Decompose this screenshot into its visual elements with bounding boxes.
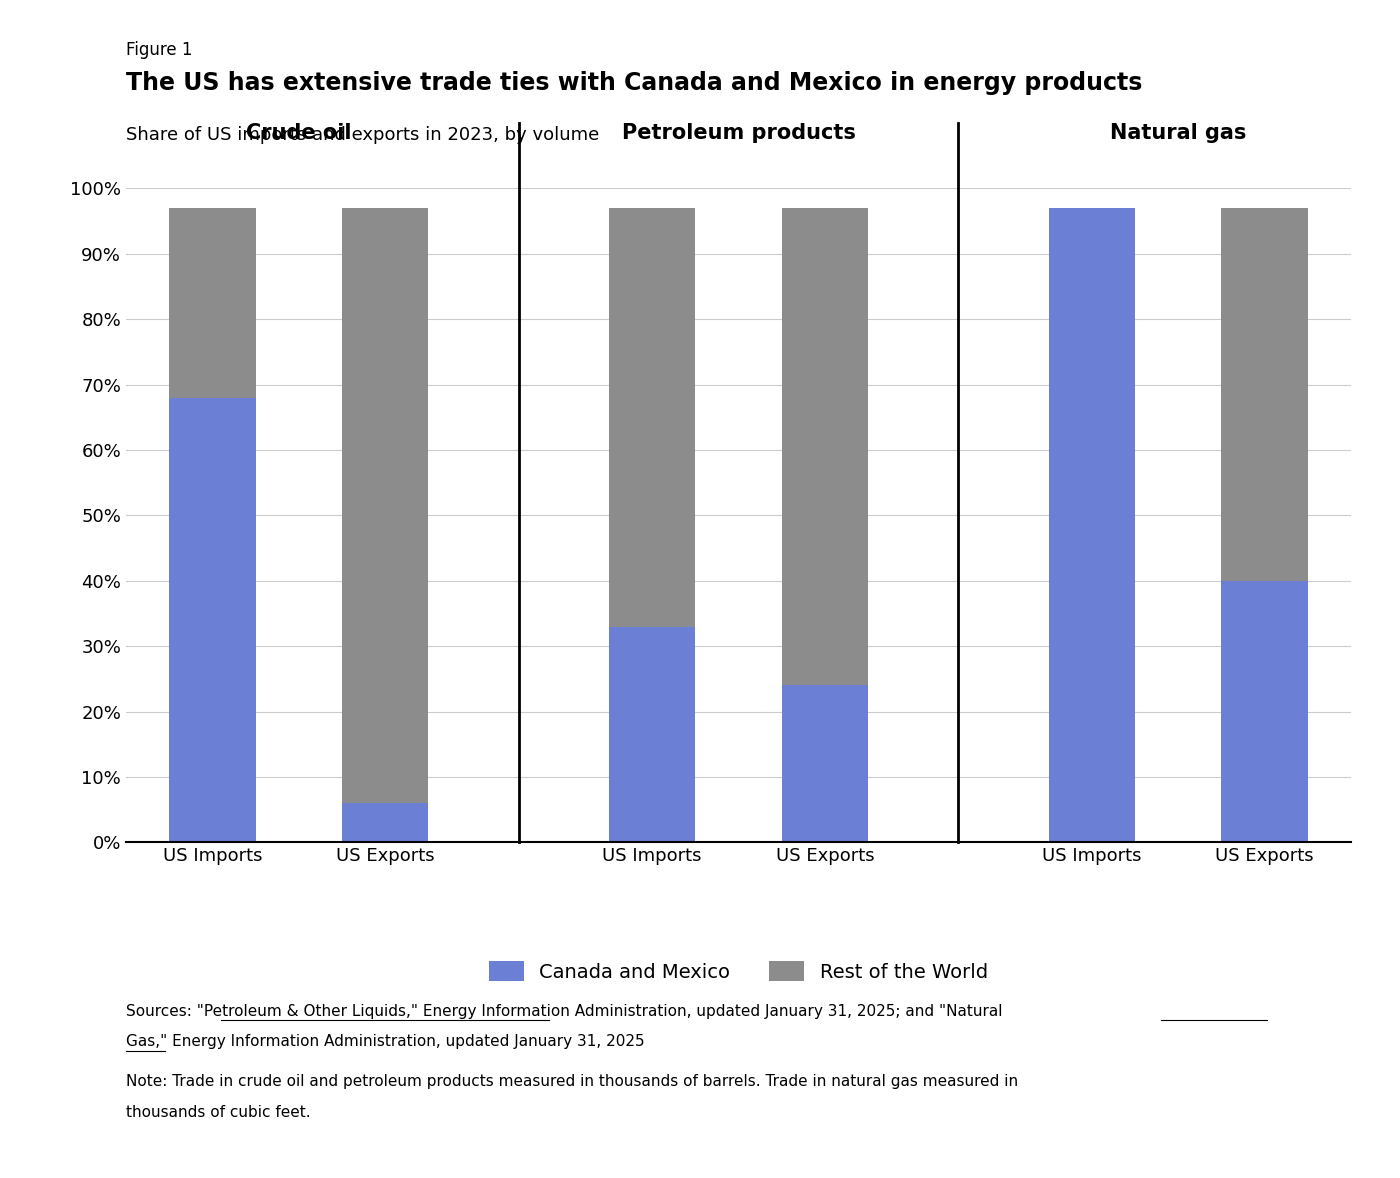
Legend: Canada and Mexico, Rest of the World: Canada and Mexico, Rest of the World bbox=[482, 953, 995, 990]
Text: thousands of cubic feet.: thousands of cubic feet. bbox=[126, 1105, 311, 1120]
Text: Natural gas: Natural gas bbox=[1110, 123, 1246, 143]
Bar bbox=[781, 686, 868, 842]
Bar bbox=[609, 627, 696, 842]
Bar bbox=[169, 398, 256, 842]
Bar bbox=[609, 209, 696, 627]
Bar bbox=[1221, 209, 1308, 581]
Bar bbox=[342, 803, 428, 842]
Text: Figure 1: Figure 1 bbox=[126, 41, 193, 59]
Bar bbox=[1049, 209, 1135, 842]
Text: Petroleum products: Petroleum products bbox=[622, 123, 855, 143]
Bar bbox=[342, 209, 428, 803]
Bar bbox=[1221, 581, 1308, 842]
Text: Sources: "Petroleum & Other Liquids," Energy Information Administration, updated: Sources: "Petroleum & Other Liquids," En… bbox=[126, 1004, 1002, 1019]
Text: Note: Trade in crude oil and petroleum products measured in thousands of barrels: Note: Trade in crude oil and petroleum p… bbox=[126, 1074, 1018, 1090]
Bar bbox=[781, 209, 868, 686]
Text: The US has extensive trade ties with Canada and Mexico in energy products: The US has extensive trade ties with Can… bbox=[126, 71, 1142, 94]
Text: Gas," Energy Information Administration, updated January 31, 2025: Gas," Energy Information Administration,… bbox=[126, 1034, 644, 1050]
Text: Crude oil: Crude oil bbox=[246, 123, 351, 143]
Bar bbox=[169, 209, 256, 398]
Text: Share of US imports and exports in 2023, by volume: Share of US imports and exports in 2023,… bbox=[126, 126, 599, 144]
